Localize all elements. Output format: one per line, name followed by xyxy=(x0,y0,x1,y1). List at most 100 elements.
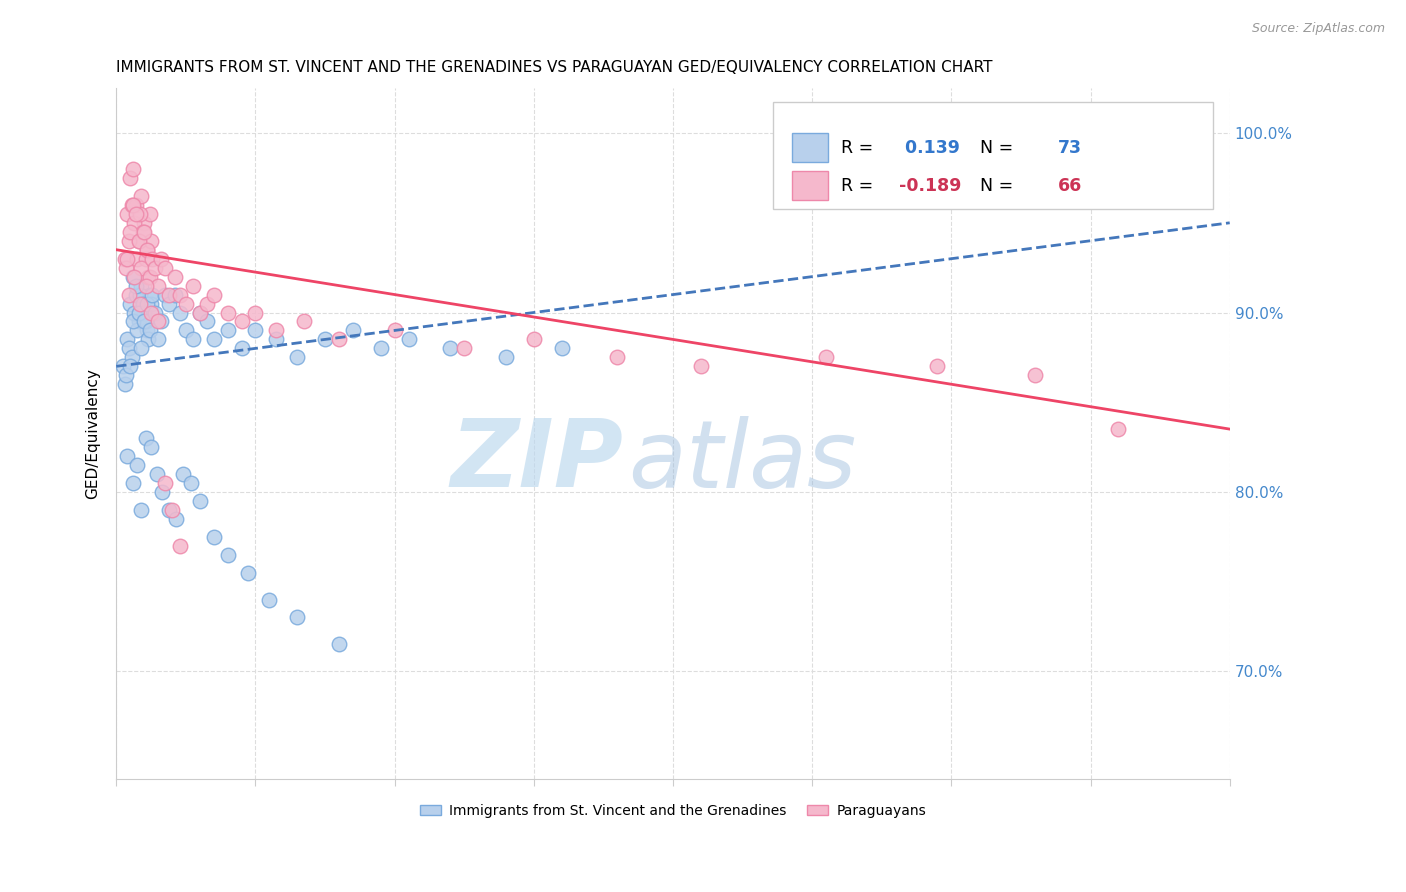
Point xyxy=(120,225,142,239)
Point xyxy=(118,287,141,301)
Point xyxy=(139,440,162,454)
Point xyxy=(145,467,167,481)
Y-axis label: GED/Equivalency: GED/Equivalency xyxy=(86,368,100,499)
Point xyxy=(132,314,155,328)
Point xyxy=(146,278,169,293)
Point xyxy=(238,566,260,580)
Point xyxy=(439,342,461,356)
Point xyxy=(285,610,308,624)
Legend: Immigrants from St. Vincent and the Grenadines, Paraguayans: Immigrants from St. Vincent and the Gren… xyxy=(415,798,932,824)
Point xyxy=(128,234,150,248)
Text: N =: N = xyxy=(969,177,1019,194)
Point xyxy=(217,323,239,337)
FancyBboxPatch shape xyxy=(792,133,828,162)
Point xyxy=(139,234,162,248)
Point xyxy=(121,198,143,212)
Point xyxy=(231,314,253,328)
Point xyxy=(153,475,176,490)
Point xyxy=(122,198,145,212)
Point xyxy=(118,342,141,356)
Point xyxy=(314,333,336,347)
Point xyxy=(606,351,628,365)
Point xyxy=(129,296,152,310)
Point xyxy=(453,342,475,356)
Point xyxy=(138,269,160,284)
Point xyxy=(131,342,153,356)
Point xyxy=(150,484,173,499)
Point xyxy=(131,503,153,517)
Text: Source: ZipAtlas.com: Source: ZipAtlas.com xyxy=(1251,22,1385,36)
Point xyxy=(122,314,145,328)
Point xyxy=(125,278,148,293)
Point xyxy=(127,252,149,266)
Point xyxy=(181,333,204,347)
Point xyxy=(143,260,166,275)
Point xyxy=(202,530,225,544)
Point xyxy=(815,351,838,365)
Point xyxy=(134,431,156,445)
Point xyxy=(328,637,350,651)
Point xyxy=(129,207,152,221)
Point xyxy=(135,323,157,337)
Text: R =: R = xyxy=(841,138,879,157)
Point xyxy=(139,305,162,319)
Point xyxy=(153,260,176,275)
Point xyxy=(169,305,191,319)
Text: 66: 66 xyxy=(1059,177,1083,194)
Point xyxy=(160,503,183,517)
Point xyxy=(134,252,156,266)
Point xyxy=(292,314,315,328)
Point xyxy=(398,333,420,347)
Point xyxy=(1107,422,1129,436)
Point xyxy=(689,359,711,374)
Point xyxy=(141,287,163,301)
Point xyxy=(157,296,180,310)
Point xyxy=(245,323,267,337)
Point xyxy=(169,287,191,301)
Point xyxy=(135,243,157,257)
Point xyxy=(202,333,225,347)
Point xyxy=(120,359,142,374)
Point xyxy=(138,207,160,221)
FancyBboxPatch shape xyxy=(792,171,828,200)
Point xyxy=(180,475,202,490)
Point xyxy=(217,548,239,562)
Text: N =: N = xyxy=(969,138,1019,157)
Point xyxy=(146,333,169,347)
Point xyxy=(125,207,148,221)
Point xyxy=(195,296,218,310)
Point xyxy=(132,296,155,310)
Point xyxy=(134,278,156,293)
Point xyxy=(132,225,155,239)
Point xyxy=(138,323,160,337)
Text: 0.139: 0.139 xyxy=(898,138,960,157)
Point xyxy=(153,287,176,301)
Point xyxy=(188,494,211,508)
FancyBboxPatch shape xyxy=(773,102,1213,209)
Point xyxy=(117,333,139,347)
Point xyxy=(131,260,153,275)
Point xyxy=(120,296,142,310)
Point xyxy=(149,252,172,266)
Text: IMMIGRANTS FROM ST. VINCENT AND THE GRENADINES VS PARAGUAYAN GED/EQUIVALENCY COR: IMMIGRANTS FROM ST. VINCENT AND THE GREN… xyxy=(117,60,993,75)
Point xyxy=(195,314,218,328)
Point xyxy=(163,287,186,301)
Point xyxy=(165,512,187,526)
Point xyxy=(135,243,157,257)
Point xyxy=(266,333,288,347)
Point xyxy=(117,449,139,463)
Point xyxy=(188,305,211,319)
Point xyxy=(132,216,155,230)
Point xyxy=(134,314,156,328)
Point xyxy=(115,368,138,383)
Point xyxy=(266,323,288,337)
Point xyxy=(143,305,166,319)
Point xyxy=(114,377,136,392)
Point xyxy=(127,458,149,472)
Point xyxy=(217,305,239,319)
Point xyxy=(370,342,392,356)
Text: 73: 73 xyxy=(1059,138,1083,157)
Point xyxy=(550,342,572,356)
Point xyxy=(139,296,162,310)
Point xyxy=(136,333,159,347)
